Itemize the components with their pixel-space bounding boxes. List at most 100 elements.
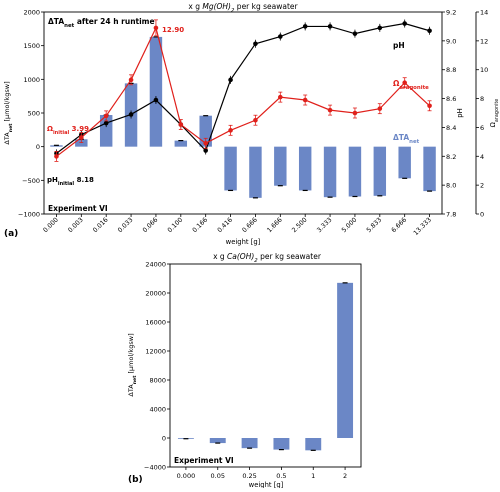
omega-point-7 [228, 128, 233, 133]
omega-point-5 [178, 122, 184, 127]
panel-b-xlabel: weight [g] [249, 481, 284, 488]
omega-ytick-label-7: 14 [480, 9, 488, 17]
dta-bar-6 [199, 115, 212, 147]
dta-bar-15 [423, 146, 436, 192]
ph-point-3 [128, 112, 134, 117]
ph-point-11 [327, 24, 333, 29]
xtick-label-a-0: 0.000 [42, 216, 60, 234]
dta-bar-13 [373, 146, 387, 196]
xtick-label-a-2: 0.016 [92, 216, 110, 234]
ph-point-15 [427, 28, 432, 34]
ca-bar-2 [241, 438, 258, 449]
b-xtick-label-2: 0.25 [242, 472, 256, 480]
dta-bar-2 [99, 115, 113, 147]
panel-a-xlabel: weight [g] [226, 238, 261, 246]
dta-bar-5 [174, 140, 188, 147]
omega-point-4 [153, 25, 159, 31]
xtick-label-a-1: 0.003 [67, 216, 85, 234]
b-xtick-label-4: 1 [311, 472, 315, 480]
xtick-label-a-4: 0.066 [142, 216, 160, 234]
dta-bar-12 [348, 146, 362, 197]
omega-ytick-label-3: 6 [480, 124, 484, 132]
ph-ytick-label-1: 8.0 [446, 182, 456, 190]
ph-ytick-label-3: 8.4 [446, 124, 456, 132]
panel-b-ylabel: ΔTAnet [µmol/kgsw] [127, 333, 138, 396]
left-ytick-label-4: 1000 [23, 76, 40, 84]
dta-bar-14 [398, 146, 411, 179]
ph-point-12 [352, 31, 358, 36]
left-ytick-label-2: 0 [36, 143, 40, 151]
dta-bar-0 [50, 145, 63, 147]
omega-point-11 [327, 107, 333, 113]
left-ytick-label-6: 2000 [23, 9, 40, 17]
omega-initial-label: Ωinitial 3.99 [47, 125, 89, 136]
ph-series-label: pH [393, 41, 405, 50]
ph-point-14 [402, 21, 407, 26]
omega-series-label: Ωaragonite [393, 79, 429, 91]
xtick-label-a-7: 0.416 [216, 216, 234, 234]
ph-point-10 [302, 24, 308, 29]
omega-point-2 [103, 113, 109, 119]
omega-point-6 [203, 141, 208, 146]
b-ytick-label-4: 12000 [145, 348, 166, 356]
omega-ytick-label-1: 2 [480, 182, 484, 190]
omega-point-15 [427, 103, 432, 109]
b-ytick-label-1: 0 [162, 435, 166, 443]
omega-ytick-label-4: 8 [480, 95, 484, 103]
ph-point-9 [278, 34, 283, 39]
dta-bar-1 [75, 139, 88, 147]
omega-point-0 [54, 154, 59, 159]
panel-a-ylabel-left: ΔTAnet [µmol/kgsw] [3, 81, 14, 144]
panel-a-ylabel-omega: Ωaragonite [489, 99, 500, 128]
xtick-label-a-13: 5.833 [366, 216, 384, 234]
xtick-label-a-8: 0.666 [241, 216, 259, 234]
b-ytick-label-6: 20000 [145, 290, 166, 298]
dta-bar-4 [149, 36, 163, 147]
panel-a-title: x g Mg(OH)2 per kg seawater [188, 2, 298, 14]
omega-point-12 [352, 110, 358, 116]
omega-series-line [56, 26, 430, 157]
ca-bar-1 [209, 438, 226, 444]
ph-ytick-label-2: 8.2 [446, 153, 456, 161]
xtick-label-a-14: 6.666 [390, 216, 408, 234]
xtick-label-a-12: 5.000 [341, 216, 359, 234]
xtick-label-a-6: 0.166 [191, 216, 209, 234]
dta-bar-11 [323, 146, 337, 198]
omega-point-13 [377, 106, 383, 111]
ph-ytick-label-6: 9.0 [446, 37, 456, 45]
ph-point-2 [103, 120, 109, 126]
b-ytick-label-3: 8000 [149, 377, 166, 385]
omega-peak-label: 12.90 [162, 26, 184, 34]
b-xtick-label-1: 0.05 [211, 472, 225, 480]
omega-ytick-label-6: 12 [480, 37, 488, 45]
ca-bar-3 [273, 438, 290, 450]
panel-a: −1000 −500 0 500 1000 1500 2000 7.8 8.0 8.2 8.4 8.6… [3, 2, 500, 246]
dta-series-label: ΔTAnet [393, 133, 420, 145]
omega-point-1 [79, 135, 84, 140]
panel-b-experiment-label: Experiment VI [174, 456, 234, 465]
ph-ytick-label-7: 9.2 [446, 9, 456, 17]
dta-bar-7 [224, 146, 237, 191]
b-xtick-label-0: 0.000 [177, 472, 196, 480]
ph-point-4 [153, 97, 159, 103]
panel-b-label: (b) [128, 475, 143, 485]
b-ytick-label-0: −4000 [144, 464, 166, 472]
ca-bar-5 [337, 282, 354, 438]
dta-bar-10 [298, 146, 312, 191]
b-xtick-label-3: 0.5 [276, 472, 286, 480]
xtick-label-a-9: 1.666 [266, 216, 284, 234]
panel-b: −4000 0 4000 8000 12000 16000 20000 24000 0.000 0… [127, 252, 362, 489]
b-ytick-label-5: 16000 [145, 319, 166, 327]
dta-bar-9 [274, 146, 287, 186]
ca-bar-4 [305, 438, 322, 451]
dta-bar-8 [249, 146, 262, 198]
omega-ytick-label-0: 0 [480, 211, 484, 219]
panel-b-frame [169, 263, 362, 468]
panel-b-title: x g Ca(OH)2 per kg seawater [213, 252, 322, 264]
ph-point-8 [253, 41, 258, 47]
ph-ytick-label-4: 8.6 [446, 95, 456, 103]
xtick-label-a-10: 2.500 [291, 216, 309, 234]
b-ytick-label-7: 24000 [145, 261, 166, 269]
